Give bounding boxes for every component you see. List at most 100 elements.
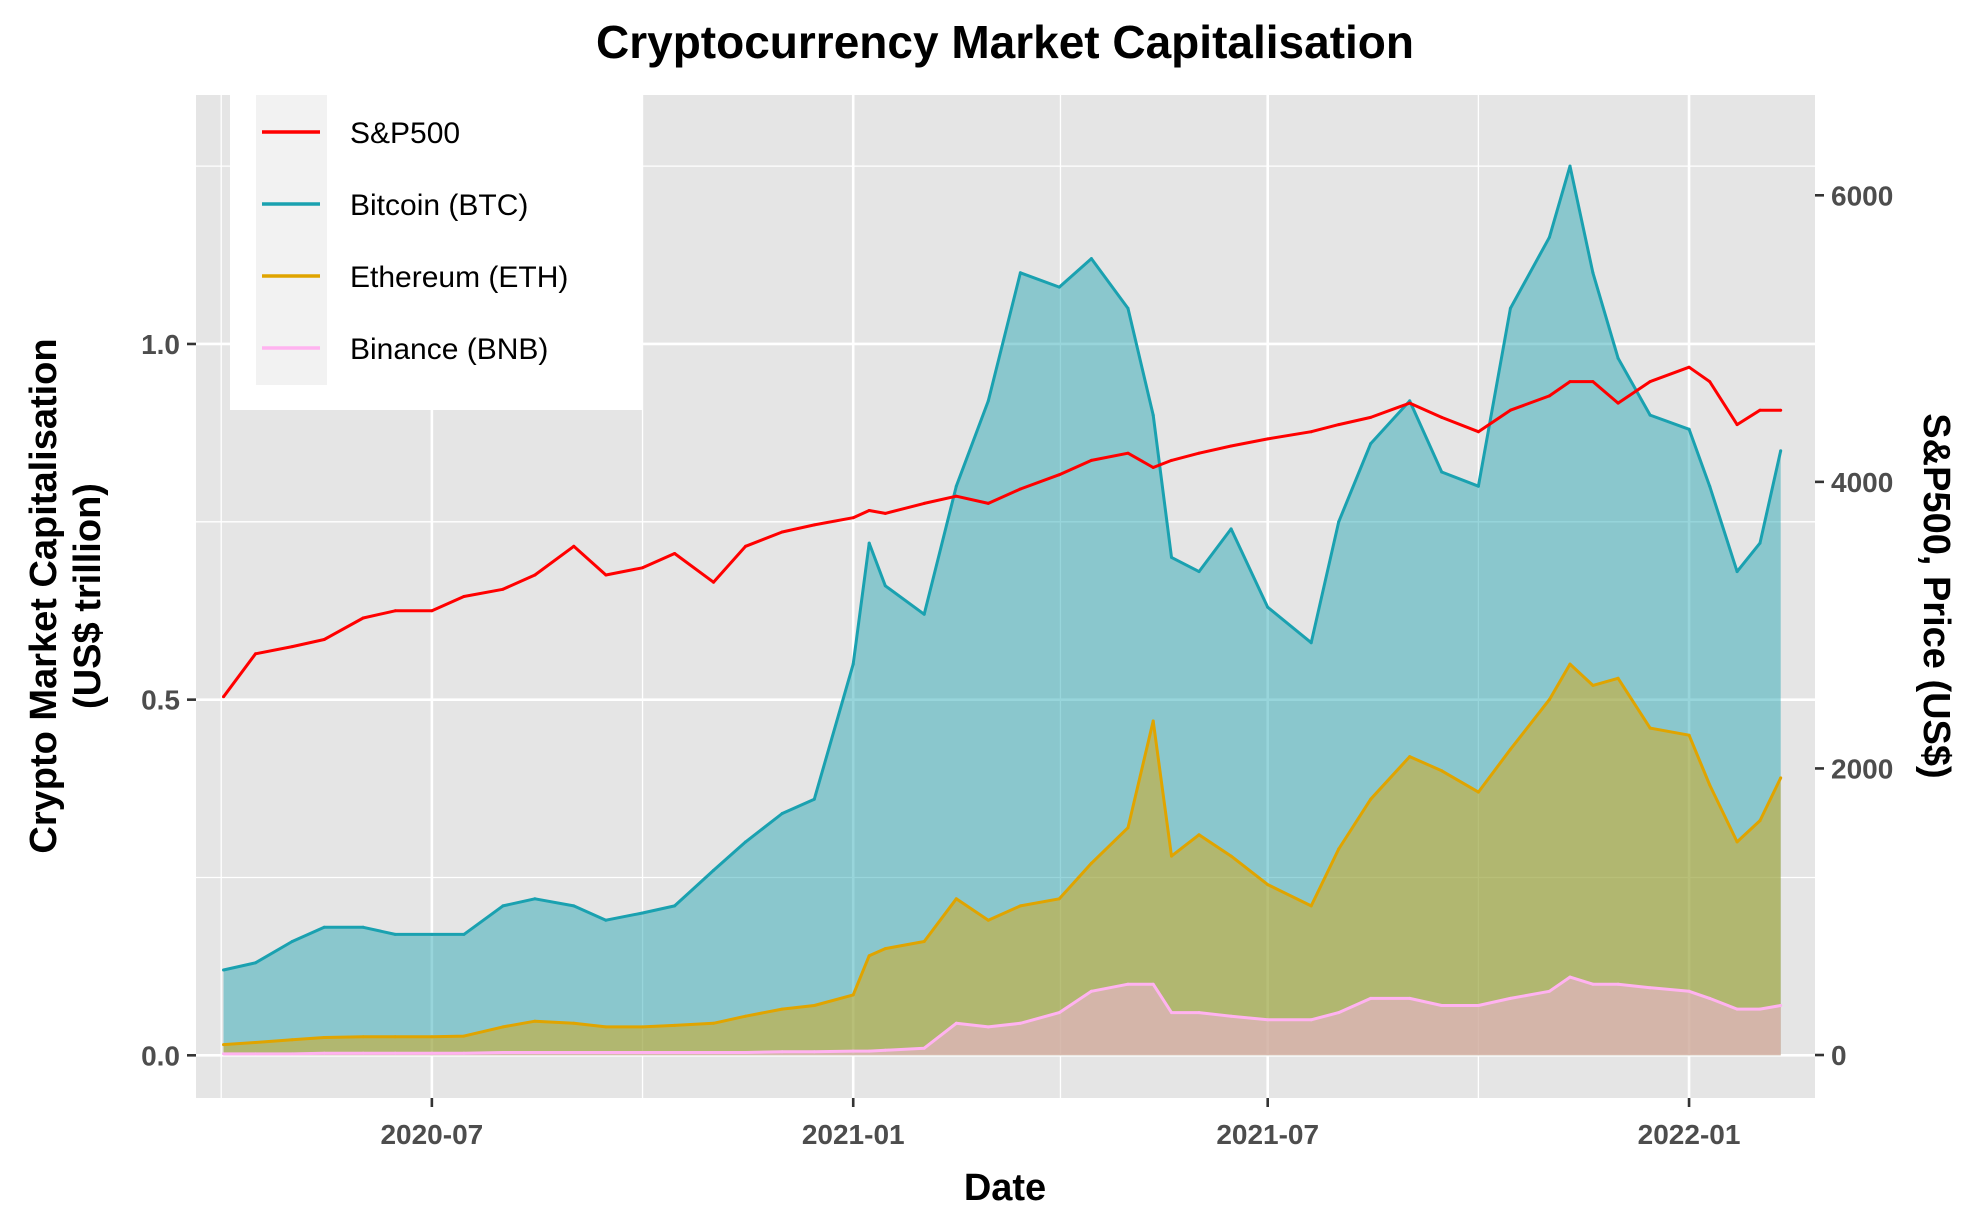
data-point-ethereum-eth: [361, 1035, 365, 1039]
data-point-ethereum-eth: [1266, 883, 1270, 887]
data-point-binance-bnb: [1337, 1011, 1341, 1015]
data-point-bitcoin-btc: [1476, 484, 1480, 488]
data-point-bitcoin-btc: [1197, 570, 1201, 574]
data-point-bitcoin-btc: [1369, 442, 1373, 446]
data-point-s-p500: [1408, 401, 1412, 405]
data-point-binance-bnb: [1591, 982, 1595, 986]
y-left-tick-label: 1.0: [141, 329, 180, 360]
data-point-bitcoin-btc: [290, 940, 294, 943]
data-point-bitcoin-btc: [1018, 271, 1022, 275]
series-layer: [222, 164, 1783, 1056]
data-point-binance-bnb: [851, 1049, 855, 1053]
data-point-binance-bnb: [501, 1051, 505, 1054]
data-point-binance-bnb: [1197, 1011, 1201, 1015]
data-point-ethereum-eth: [1758, 819, 1762, 823]
data-point-binance-bnb: [1648, 986, 1652, 990]
data-point-ethereum-eth: [290, 1038, 294, 1042]
data-point-binance-bnb: [922, 1046, 926, 1050]
data-point-bitcoin-btc: [1440, 470, 1444, 474]
data-point-binance-bnb: [533, 1051, 537, 1054]
data-point-bitcoin-btc: [501, 904, 505, 908]
data-point-bitcoin-btc: [1616, 356, 1620, 360]
data-point-ethereum-eth: [430, 1035, 434, 1039]
data-point-bitcoin-btc: [922, 612, 926, 616]
data-point-bitcoin-btc: [533, 897, 537, 901]
data-point-binance-bnb: [462, 1051, 466, 1055]
data-point-binance-bnb: [1229, 1014, 1233, 1018]
data-point-binance-bnb: [812, 1050, 816, 1054]
data-point-bitcoin-btc: [1089, 257, 1093, 261]
series-area-bitcoin-btc: [223, 166, 1781, 1056]
data-point-ethereum-eth: [533, 1019, 537, 1023]
data-point-s-p500: [867, 509, 871, 512]
y-right-tick-label: 6000: [1831, 180, 1893, 211]
data-point-bitcoin-btc: [867, 541, 871, 545]
data-point-ethereum-eth: [1508, 747, 1512, 751]
data-point-binance-bnb: [1126, 982, 1130, 986]
data-point-binance-bnb: [986, 1025, 990, 1029]
data-point-bitcoin-btc: [1735, 570, 1739, 574]
data-point-s-p500: [1018, 487, 1022, 491]
x-tick-label: 2022-01: [1638, 1119, 1741, 1150]
data-point-ethereum-eth: [1309, 904, 1313, 908]
data-point-ethereum-eth: [867, 954, 871, 958]
data-point-s-p500: [430, 609, 434, 613]
data-point-ethereum-eth: [1591, 683, 1595, 687]
data-point-bitcoin-btc: [393, 932, 397, 936]
data-point-bitcoin-btc: [1126, 306, 1130, 310]
data-point-binance-bnb: [1408, 996, 1412, 1000]
data-point-s-p500: [1648, 380, 1652, 384]
data-point-ethereum-eth: [1337, 847, 1341, 851]
series-line-binance-bnb: [223, 975, 1781, 1056]
data-point-binance-bnb: [572, 1051, 576, 1054]
data-point-ethereum-eth: [462, 1034, 466, 1038]
data-point-binance-bnb: [290, 1052, 294, 1056]
data-point-bitcoin-btc: [673, 904, 677, 908]
data-point-ethereum-eth: [986, 918, 990, 922]
data-point-bitcoin-btc: [462, 932, 466, 936]
data-point-ethereum-eth: [1547, 698, 1551, 702]
data-point-s-p500: [986, 501, 990, 505]
data-point-bitcoin-btc: [1266, 605, 1270, 609]
data-point-binance-bnb: [393, 1051, 397, 1055]
y-axis-left-title-line2: (US$ trillion): [67, 483, 109, 709]
data-point-ethereum-eth: [1170, 854, 1173, 858]
data-point-s-p500: [954, 494, 958, 498]
data-point-s-p500: [1687, 365, 1691, 369]
data-point-bitcoin-btc: [1568, 164, 1572, 168]
data-point-binance-bnb: [1266, 1018, 1270, 1022]
data-point-binance-bnb: [883, 1048, 887, 1052]
data-point-s-p500: [1151, 466, 1155, 469]
data-point-ethereum-eth: [1018, 904, 1022, 908]
data-point-s-p500: [851, 516, 855, 520]
data-point-s-p500: [712, 580, 715, 584]
data-point-bitcoin-btc: [604, 918, 608, 922]
data-point-bitcoin-btc: [812, 797, 816, 801]
data-point-ethereum-eth: [393, 1035, 397, 1039]
data-point-ethereum-eth: [604, 1025, 608, 1029]
data-point-s-p500: [361, 616, 365, 620]
data-point-s-p500: [462, 595, 466, 598]
y-axis-right-title-group: S&P500, Price (US$): [1915, 413, 1957, 778]
data-point-binance-bnb: [1779, 1004, 1783, 1007]
data-point-bitcoin-btc: [851, 662, 855, 666]
data-point-s-p500: [1266, 437, 1270, 441]
data-point-bitcoin-btc: [361, 925, 365, 929]
data-point-ethereum-eth: [1126, 826, 1130, 830]
data-point-ethereum-eth: [1735, 840, 1739, 844]
data-point-binance-bnb: [1708, 996, 1712, 1000]
data-point-s-p500: [1170, 458, 1173, 462]
data-point-binance-bnb: [1735, 1007, 1739, 1011]
legend-key-area: [256, 95, 327, 385]
data-point-bitcoin-btc: [780, 812, 784, 815]
data-point-ethereum-eth: [1476, 790, 1480, 794]
data-point-ethereum-eth: [1197, 833, 1201, 837]
data-point-ethereum-eth: [254, 1041, 257, 1044]
data-point-s-p500: [254, 652, 257, 656]
legend-label-s-p500: S&P500: [350, 117, 460, 150]
data-point-s-p500: [1758, 408, 1762, 412]
data-point-s-p500: [780, 530, 784, 534]
data-point-bitcoin-btc: [641, 911, 644, 915]
data-point-ethereum-eth: [322, 1036, 326, 1039]
data-point-s-p500: [1197, 451, 1201, 455]
